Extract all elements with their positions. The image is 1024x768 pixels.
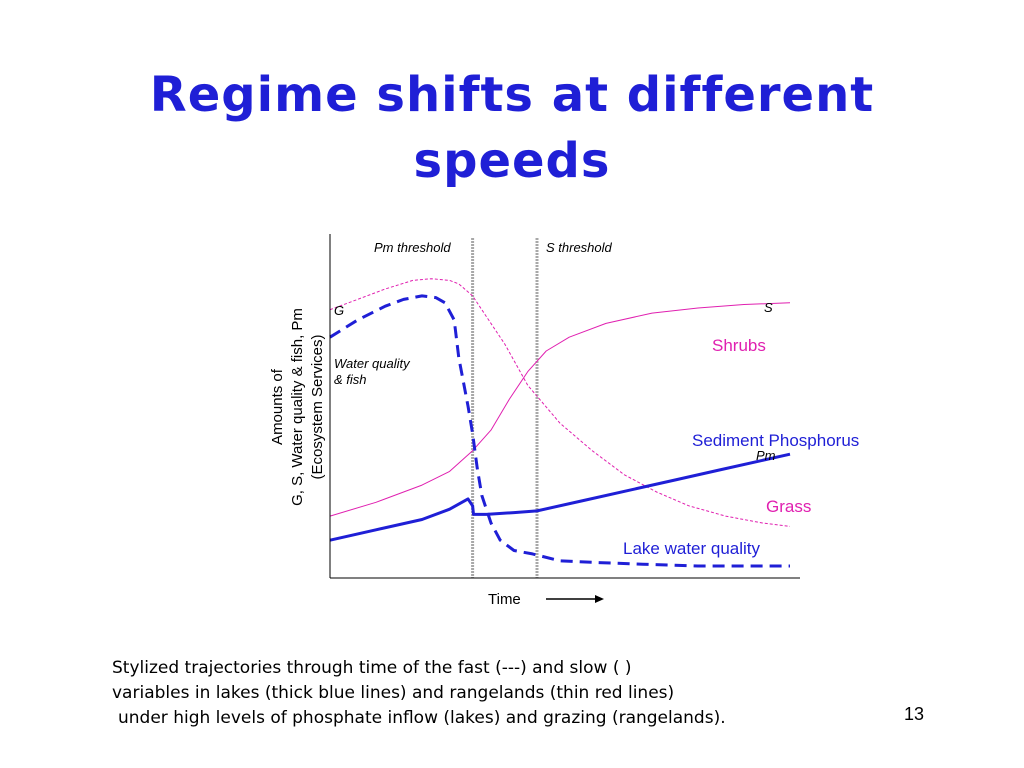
series-line-s (329, 302, 791, 517)
curve-label-water-quality: Water quality & fish (334, 356, 411, 387)
caption-line-1: Stylized trajectories through time of th… (112, 658, 632, 678)
curve-label-pm: Pm (756, 448, 776, 463)
annotation-sediment-phosphorus: Sediment Phosphorus (692, 431, 859, 450)
curve-label-s: S (764, 300, 773, 315)
series-line-water-quality-fish (329, 294, 790, 568)
slide-title: Regime shifts at different speeds (0, 62, 1024, 194)
y-axis-label-line-3: (Ecosystem Services) (309, 334, 326, 479)
threshold-label-s: S threshold (546, 240, 613, 255)
slide-number: 13 (904, 704, 925, 724)
y-axis-label-line-1: Amounts of (269, 368, 286, 445)
caption-line-2: variables in lakes (thick blue lines) an… (112, 683, 675, 703)
annotation-grass: Grass (766, 497, 811, 516)
series-line-g (329, 278, 791, 527)
x-axis-label: Time (488, 591, 521, 608)
slide-title-line-2: speeds (413, 133, 611, 189)
series-line-pm (329, 452, 791, 542)
slide-caption: Stylized trajectories through time of th… (112, 656, 892, 731)
slide-title-line-1: Regime shifts at different (149, 67, 875, 123)
y-axis-label-line-2: G, S, Water quality & fish, Pm (289, 308, 306, 506)
time-arrow-head (595, 595, 604, 603)
threshold-label-pm: Pm threshold (374, 240, 451, 255)
caption-line-3: under high levels of phosphate inflow (l… (118, 708, 726, 728)
annotation-lake-water-quality: Lake water quality (623, 539, 761, 558)
annotation-shrubs: Shrubs (712, 336, 766, 355)
curve-label-g: G (334, 303, 344, 318)
